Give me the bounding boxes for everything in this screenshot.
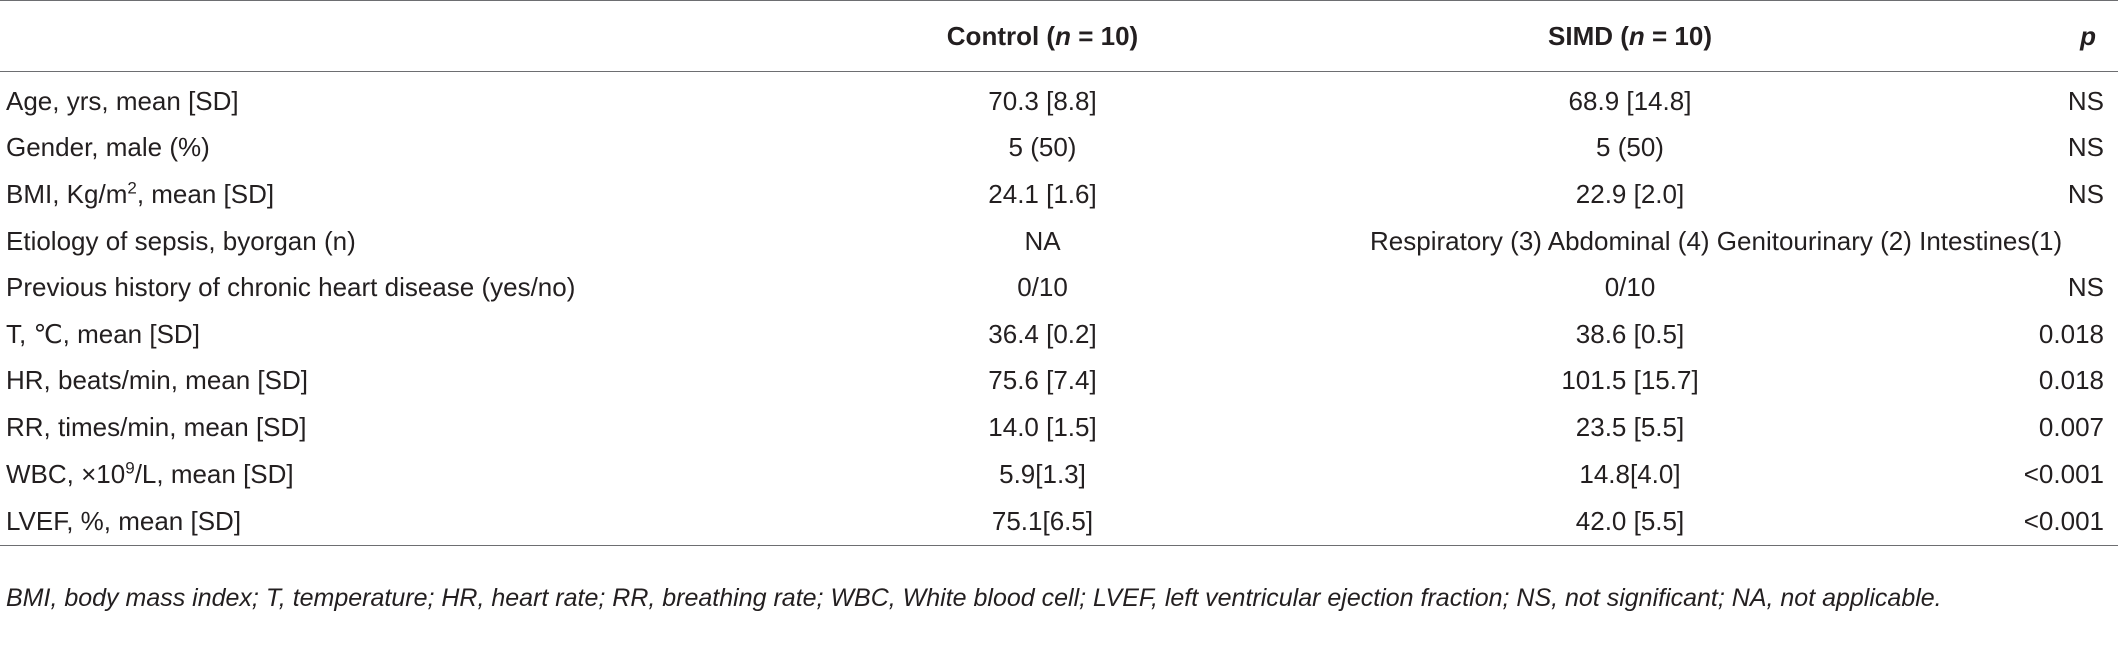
table-row: Etiology of sepsis, byorgan (n) NA Respi… <box>0 218 2118 265</box>
wbc-label-pre: WBC, ×10 <box>6 458 126 489</box>
row-label: HR, beats/min, mean [SD] <box>6 365 308 396</box>
simd-value: 14.8[4.0] <box>1579 458 1681 489</box>
header-simd-pre: SIMD ( <box>1548 20 1629 51</box>
control-value: 36.4 [0.2] <box>988 318 1097 349</box>
simd-value: 101.5 [15.7] <box>1561 365 1699 396</box>
row-label: Previous history of chronic heart diseas… <box>6 272 576 303</box>
row-label: Etiology of sepsis, byorgan (n) <box>6 225 356 256</box>
p-value: NS <box>2067 132 2104 163</box>
p-value: 0.018 <box>2038 318 2104 349</box>
table-row: LVEF, %, mean [SD] 75.1[6.5] 42.0 [5.5] … <box>0 497 2118 547</box>
simd-value: 5 (50) <box>1596 132 1664 163</box>
row-label: LVEF, %, mean [SD] <box>0 497 760 547</box>
header-simd: SIMD (n = 10) <box>1325 0 1935 72</box>
control-value: 24.1 [1.6] <box>988 178 1097 209</box>
bmi-label-sup: 2 <box>127 178 137 198</box>
header-row: Control (n = 10) SIMD (n = 10) p <box>0 0 2118 72</box>
control-value: 75.6 [7.4] <box>988 365 1097 396</box>
header-control: Control (n = 10) <box>760 0 1325 72</box>
simd-value: 0/10 <box>1604 272 1656 303</box>
table-row: HR, beats/min, mean [SD] 75.6 [7.4] 101.… <box>0 358 2118 405</box>
wbc-label-sup: 9 <box>125 457 135 477</box>
bmi-label-post: , mean [SD] <box>136 178 275 209</box>
table-footnote: BMI, body mass index; T, temperature; HR… <box>6 584 1942 612</box>
table-body: Age, yrs, mean [SD] 70.3 [8.8] 68.9 [14.… <box>0 78 2118 547</box>
control-value: 75.1[6.5] <box>760 497 1325 547</box>
table-row: Previous history of chronic heart diseas… <box>0 264 2118 311</box>
header-simd-n: n <box>1628 20 1645 51</box>
wbc-label-post: /L, mean [SD] <box>134 458 294 489</box>
p-value: NS <box>2067 85 2104 116</box>
etiology-value: Respiratory (3) Abdominal (4) Genitourin… <box>1370 225 2063 256</box>
p-value: NS <box>2067 178 2104 209</box>
row-label-bmi: BMI, Kg/m2, mean [SD] <box>0 171 760 218</box>
p-value: 0.018 <box>2038 365 2104 396</box>
p-value: <0.001 <box>1935 497 2118 547</box>
simd-value: 38.6 [0.5] <box>1575 318 1685 349</box>
row-label-wbc: WBC, ×109/L, mean [SD] <box>0 451 760 498</box>
simd-value: 23.5 [5.5] <box>1575 411 1685 442</box>
row-label: Gender, male (%) <box>6 132 210 163</box>
simd-value: 68.9 [14.8] <box>1568 85 1692 116</box>
row-label: RR, times/min, mean [SD] <box>6 411 307 442</box>
p-value: <0.001 <box>2023 458 2104 489</box>
table-row: WBC, ×109/L, mean [SD] 5.9[1.3] 14.8[4.0… <box>0 451 2118 498</box>
patient-characteristics-table: Control (n = 10) SIMD (n = 10) p Age, yr… <box>0 0 2118 547</box>
header-control-n: n <box>1055 20 1071 51</box>
table-row: Age, yrs, mean [SD] 70.3 [8.8] 68.9 [14.… <box>0 78 2118 125</box>
header-p: p <box>1935 0 2118 72</box>
table-row: RR, times/min, mean [SD] 14.0 [1.5] 23.5… <box>0 404 2118 451</box>
table-row: Gender, male (%) 5 (50) 5 (50) NS <box>0 125 2118 172</box>
table-header: Control (n = 10) SIMD (n = 10) p <box>0 0 2118 79</box>
bmi-label-pre: BMI, Kg/m <box>6 178 128 209</box>
control-value: NA <box>1024 225 1061 256</box>
simd-value: 22.9 [2.0] <box>1575 178 1685 209</box>
control-value: 0/10 <box>1017 272 1068 303</box>
table-row: BMI, Kg/m2, mean [SD] 24.1 [1.6] 22.9 [2… <box>0 171 2118 218</box>
header-control-post: = 10) <box>1070 20 1139 51</box>
p-value: NS <box>2067 272 2104 303</box>
header-label-empty <box>0 0 760 72</box>
control-value: 70.3 [8.8] <box>988 85 1097 116</box>
simd-value: Respiratory (3) Abdominal (4) Genitourin… <box>1325 218 2062 265</box>
row-label: Age, yrs, mean [SD] <box>6 85 239 116</box>
p-value: 0.007 <box>2038 411 2104 442</box>
row-label: T, ℃, mean [SD] <box>6 318 200 349</box>
header-control-pre: Control ( <box>946 20 1056 51</box>
table-row: T, ℃, mean [SD] 36.4 [0.2] 38.6 [0.5] 0.… <box>0 311 2118 358</box>
control-value: 5.9[1.3] <box>999 458 1086 489</box>
control-value: 14.0 [1.5] <box>988 411 1097 442</box>
header-simd-post: = 10) <box>1644 20 1712 51</box>
control-value: 5 (50) <box>1008 132 1077 163</box>
simd-value: 42.0 [5.5] <box>1325 497 1935 547</box>
